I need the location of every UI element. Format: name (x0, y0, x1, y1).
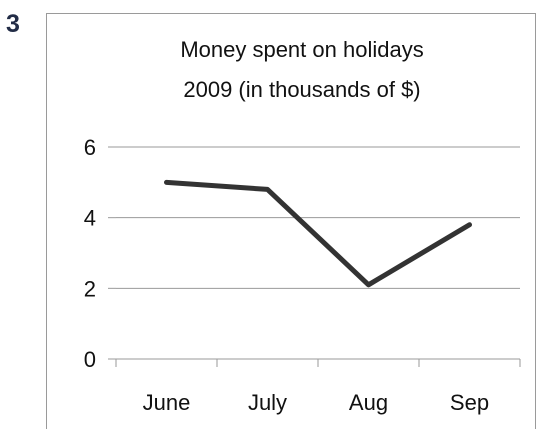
x-tick-labels: June July Aug Sep (143, 390, 489, 415)
x-tick-label: Sep (450, 390, 489, 415)
x-axis (116, 359, 520, 367)
x-tick-label: Aug (349, 390, 388, 415)
series-layer (166, 182, 469, 285)
x-tick-label: June (143, 390, 191, 415)
y-tick-labels: 0 2 4 6 (84, 135, 96, 372)
y-tick-label: 0 (84, 347, 96, 372)
y-tick-label: 6 (84, 135, 96, 160)
y-tick-label: 4 (84, 206, 96, 231)
chart-subtitle: 2009 (in thousands of $) (183, 77, 420, 102)
y-tick-label: 2 (84, 276, 96, 301)
series-line-0 (167, 182, 470, 284)
chart-title: Money spent on holidays (180, 37, 423, 62)
x-tick-label: July (248, 390, 287, 415)
gridlines (108, 147, 520, 359)
